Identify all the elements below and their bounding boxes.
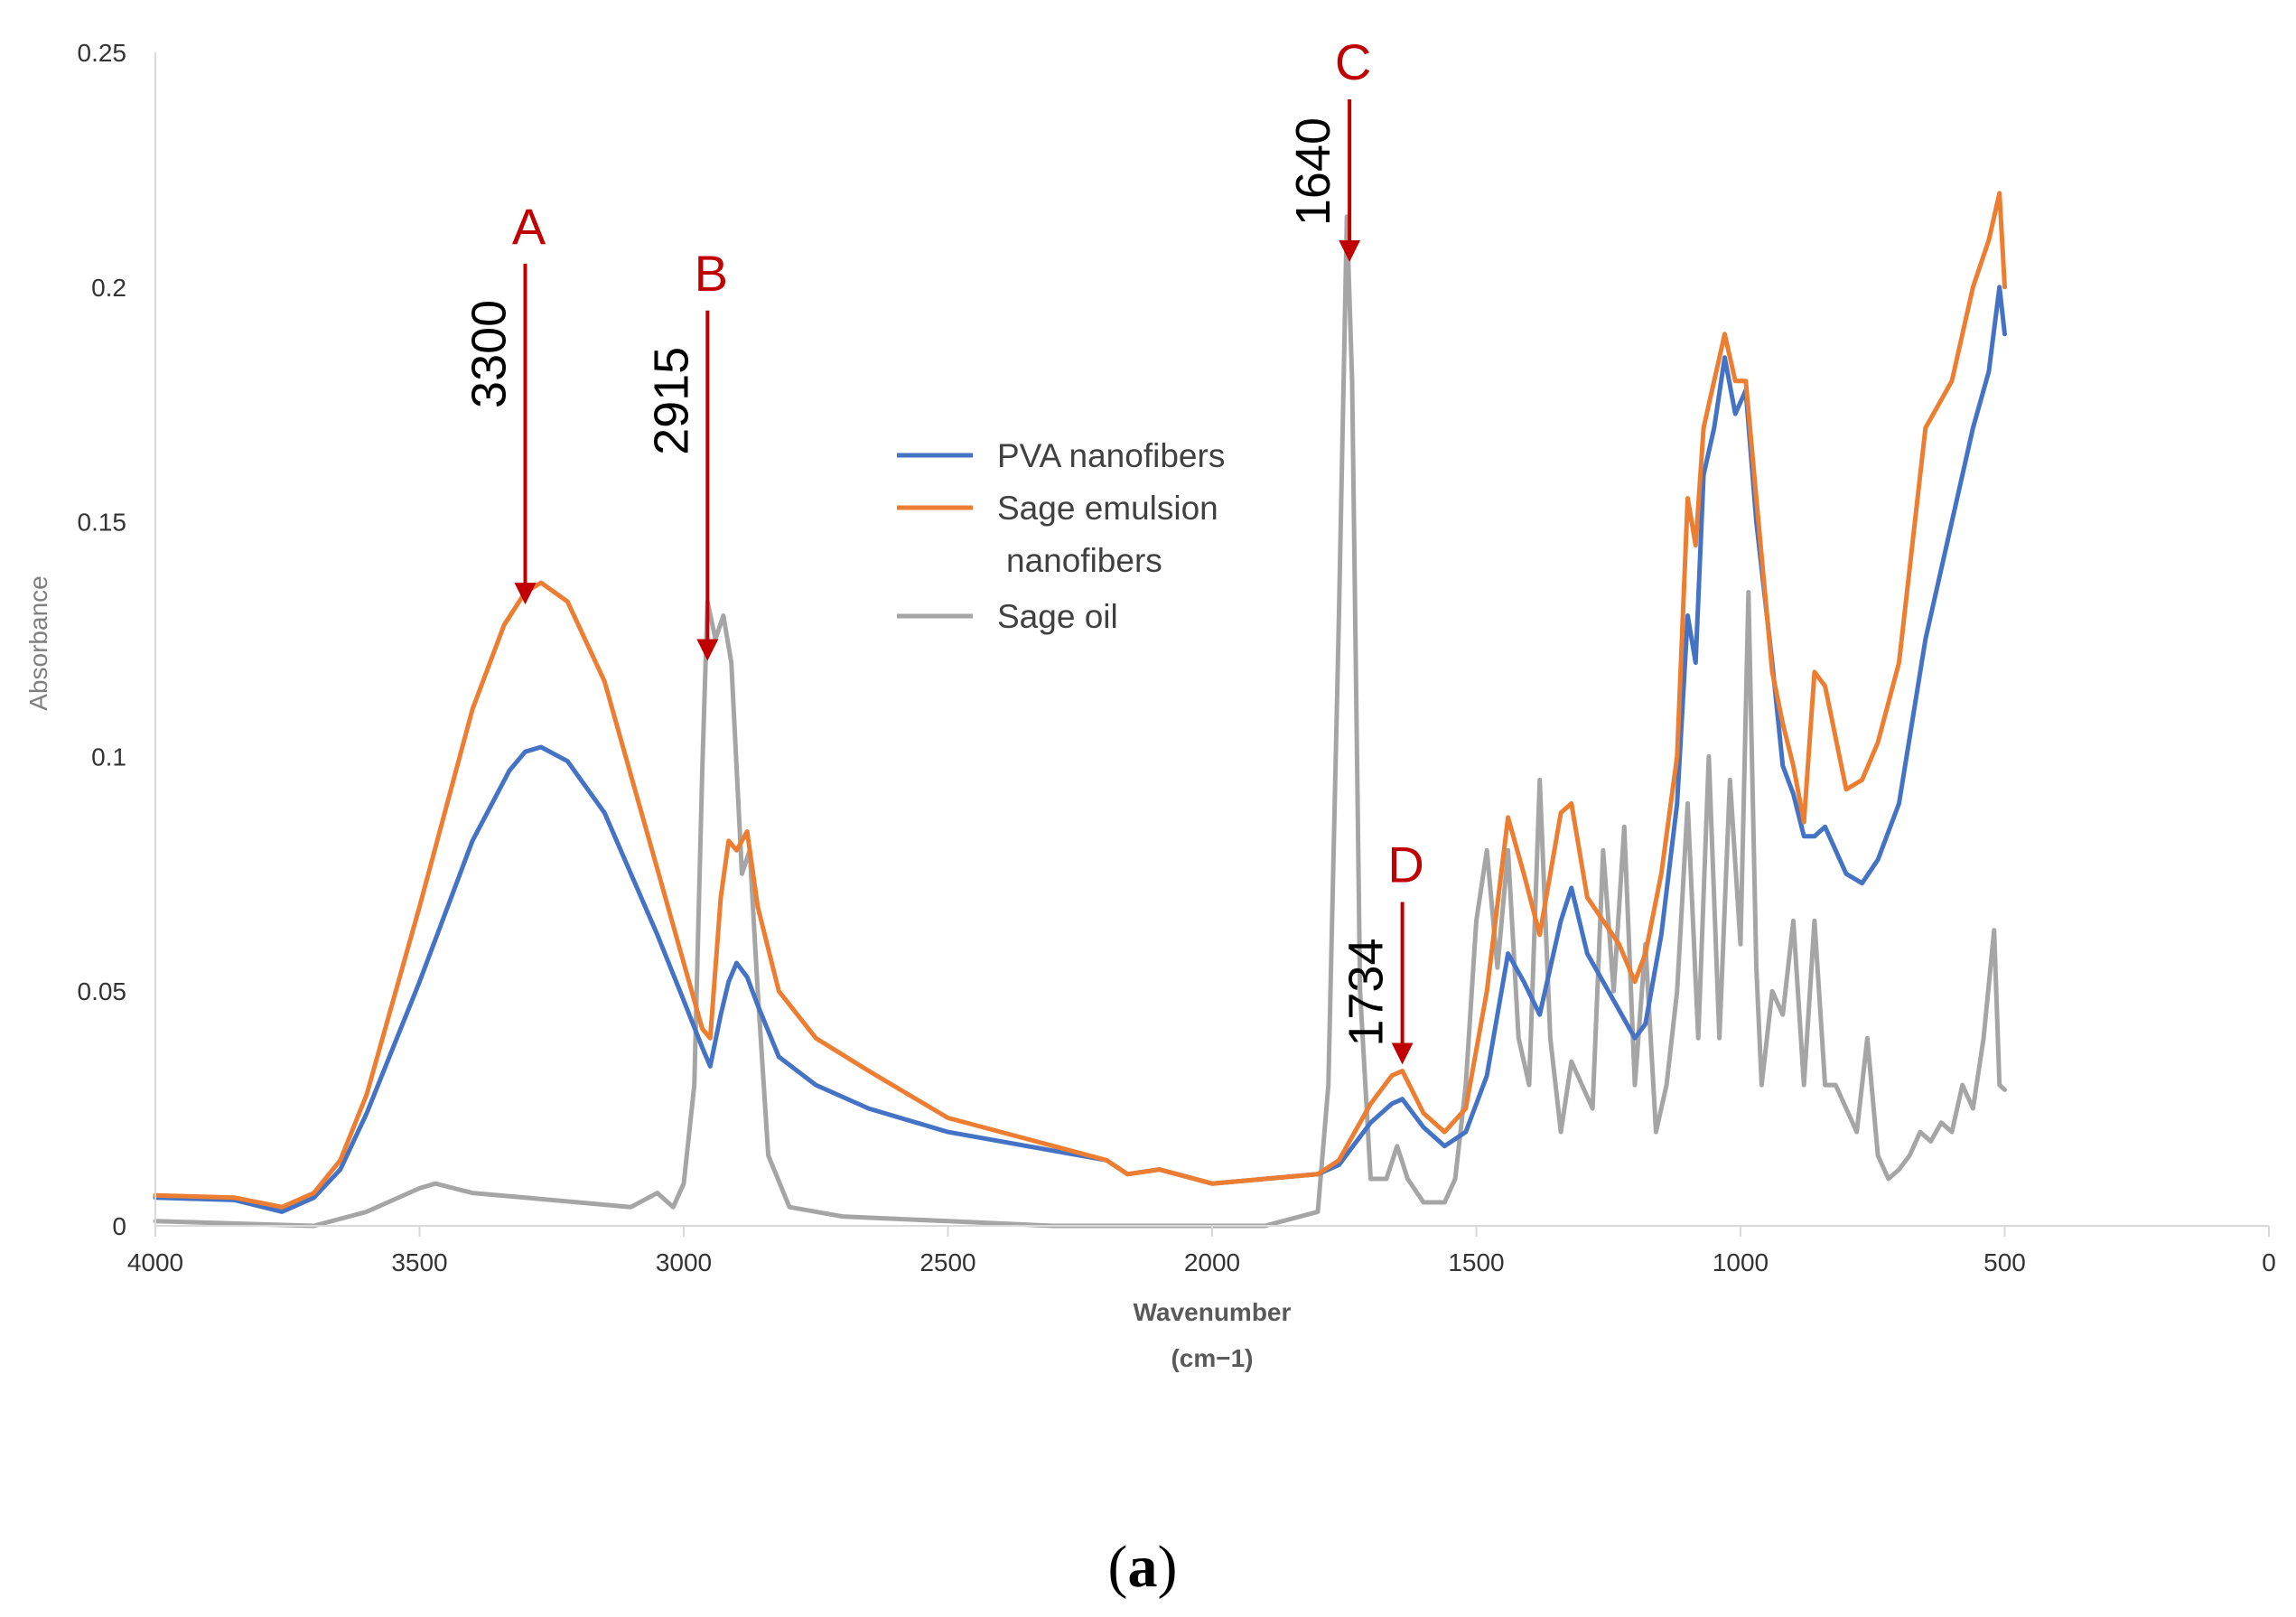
x-tick-label: 2500	[919, 1248, 975, 1276]
y-tick-label: 0.25	[78, 39, 127, 67]
x-tick-label: 3500	[391, 1248, 447, 1276]
x-axis-title: Wavenumber	[1134, 1298, 1292, 1326]
x-tick-label: 1500	[1448, 1248, 1504, 1276]
x-tick-label: 500	[1983, 1248, 2026, 1276]
series-line-sage-oil	[153, 214, 2007, 1229]
y-tick-label: 0.1	[91, 743, 126, 771]
y-axis-title: Absorbance	[24, 575, 52, 710]
caption-label: a	[1128, 1534, 1158, 1600]
caption-open: (	[1108, 1534, 1128, 1600]
x-tick-label: 3000	[656, 1248, 712, 1276]
series-line-sage-emulsion-nanofibers	[153, 191, 2007, 1210]
x-tick-label: 4000	[127, 1248, 183, 1276]
series-line-pva-nanofibers	[153, 285, 2007, 1214]
x-axis-unit: (cm−1)	[1171, 1344, 1253, 1372]
x-tick-label: 1000	[1713, 1248, 1769, 1276]
y-tick-label: 0	[112, 1212, 126, 1240]
legend-label: Sage emulsion	[997, 490, 1218, 527]
caption-close: )	[1158, 1534, 1178, 1600]
peak-value: 3300	[462, 300, 517, 408]
peak-value: 1734	[1339, 938, 1394, 1046]
peak-value: 1640	[1286, 117, 1340, 226]
peak-value: 2915	[644, 347, 698, 455]
x-tick-label: 2000	[1184, 1248, 1240, 1276]
legend-label: nanofibers	[1006, 542, 1162, 579]
y-tick-label: 0.2	[91, 274, 126, 302]
peak-letter: A	[512, 198, 546, 255]
legend-label: Sage oil	[997, 598, 1118, 635]
peak-letter: C	[1335, 33, 1371, 90]
peak-letter: B	[695, 245, 728, 302]
y-tick-label: 0.05	[78, 977, 127, 1005]
legend-label: PVA nanofibers	[997, 437, 1225, 474]
y-tick-label: 0.15	[78, 509, 127, 537]
x-tick-label: 0	[2262, 1248, 2276, 1276]
figure-caption: (a)	[1108, 1534, 1178, 1600]
peak-letter: D	[1387, 836, 1423, 893]
